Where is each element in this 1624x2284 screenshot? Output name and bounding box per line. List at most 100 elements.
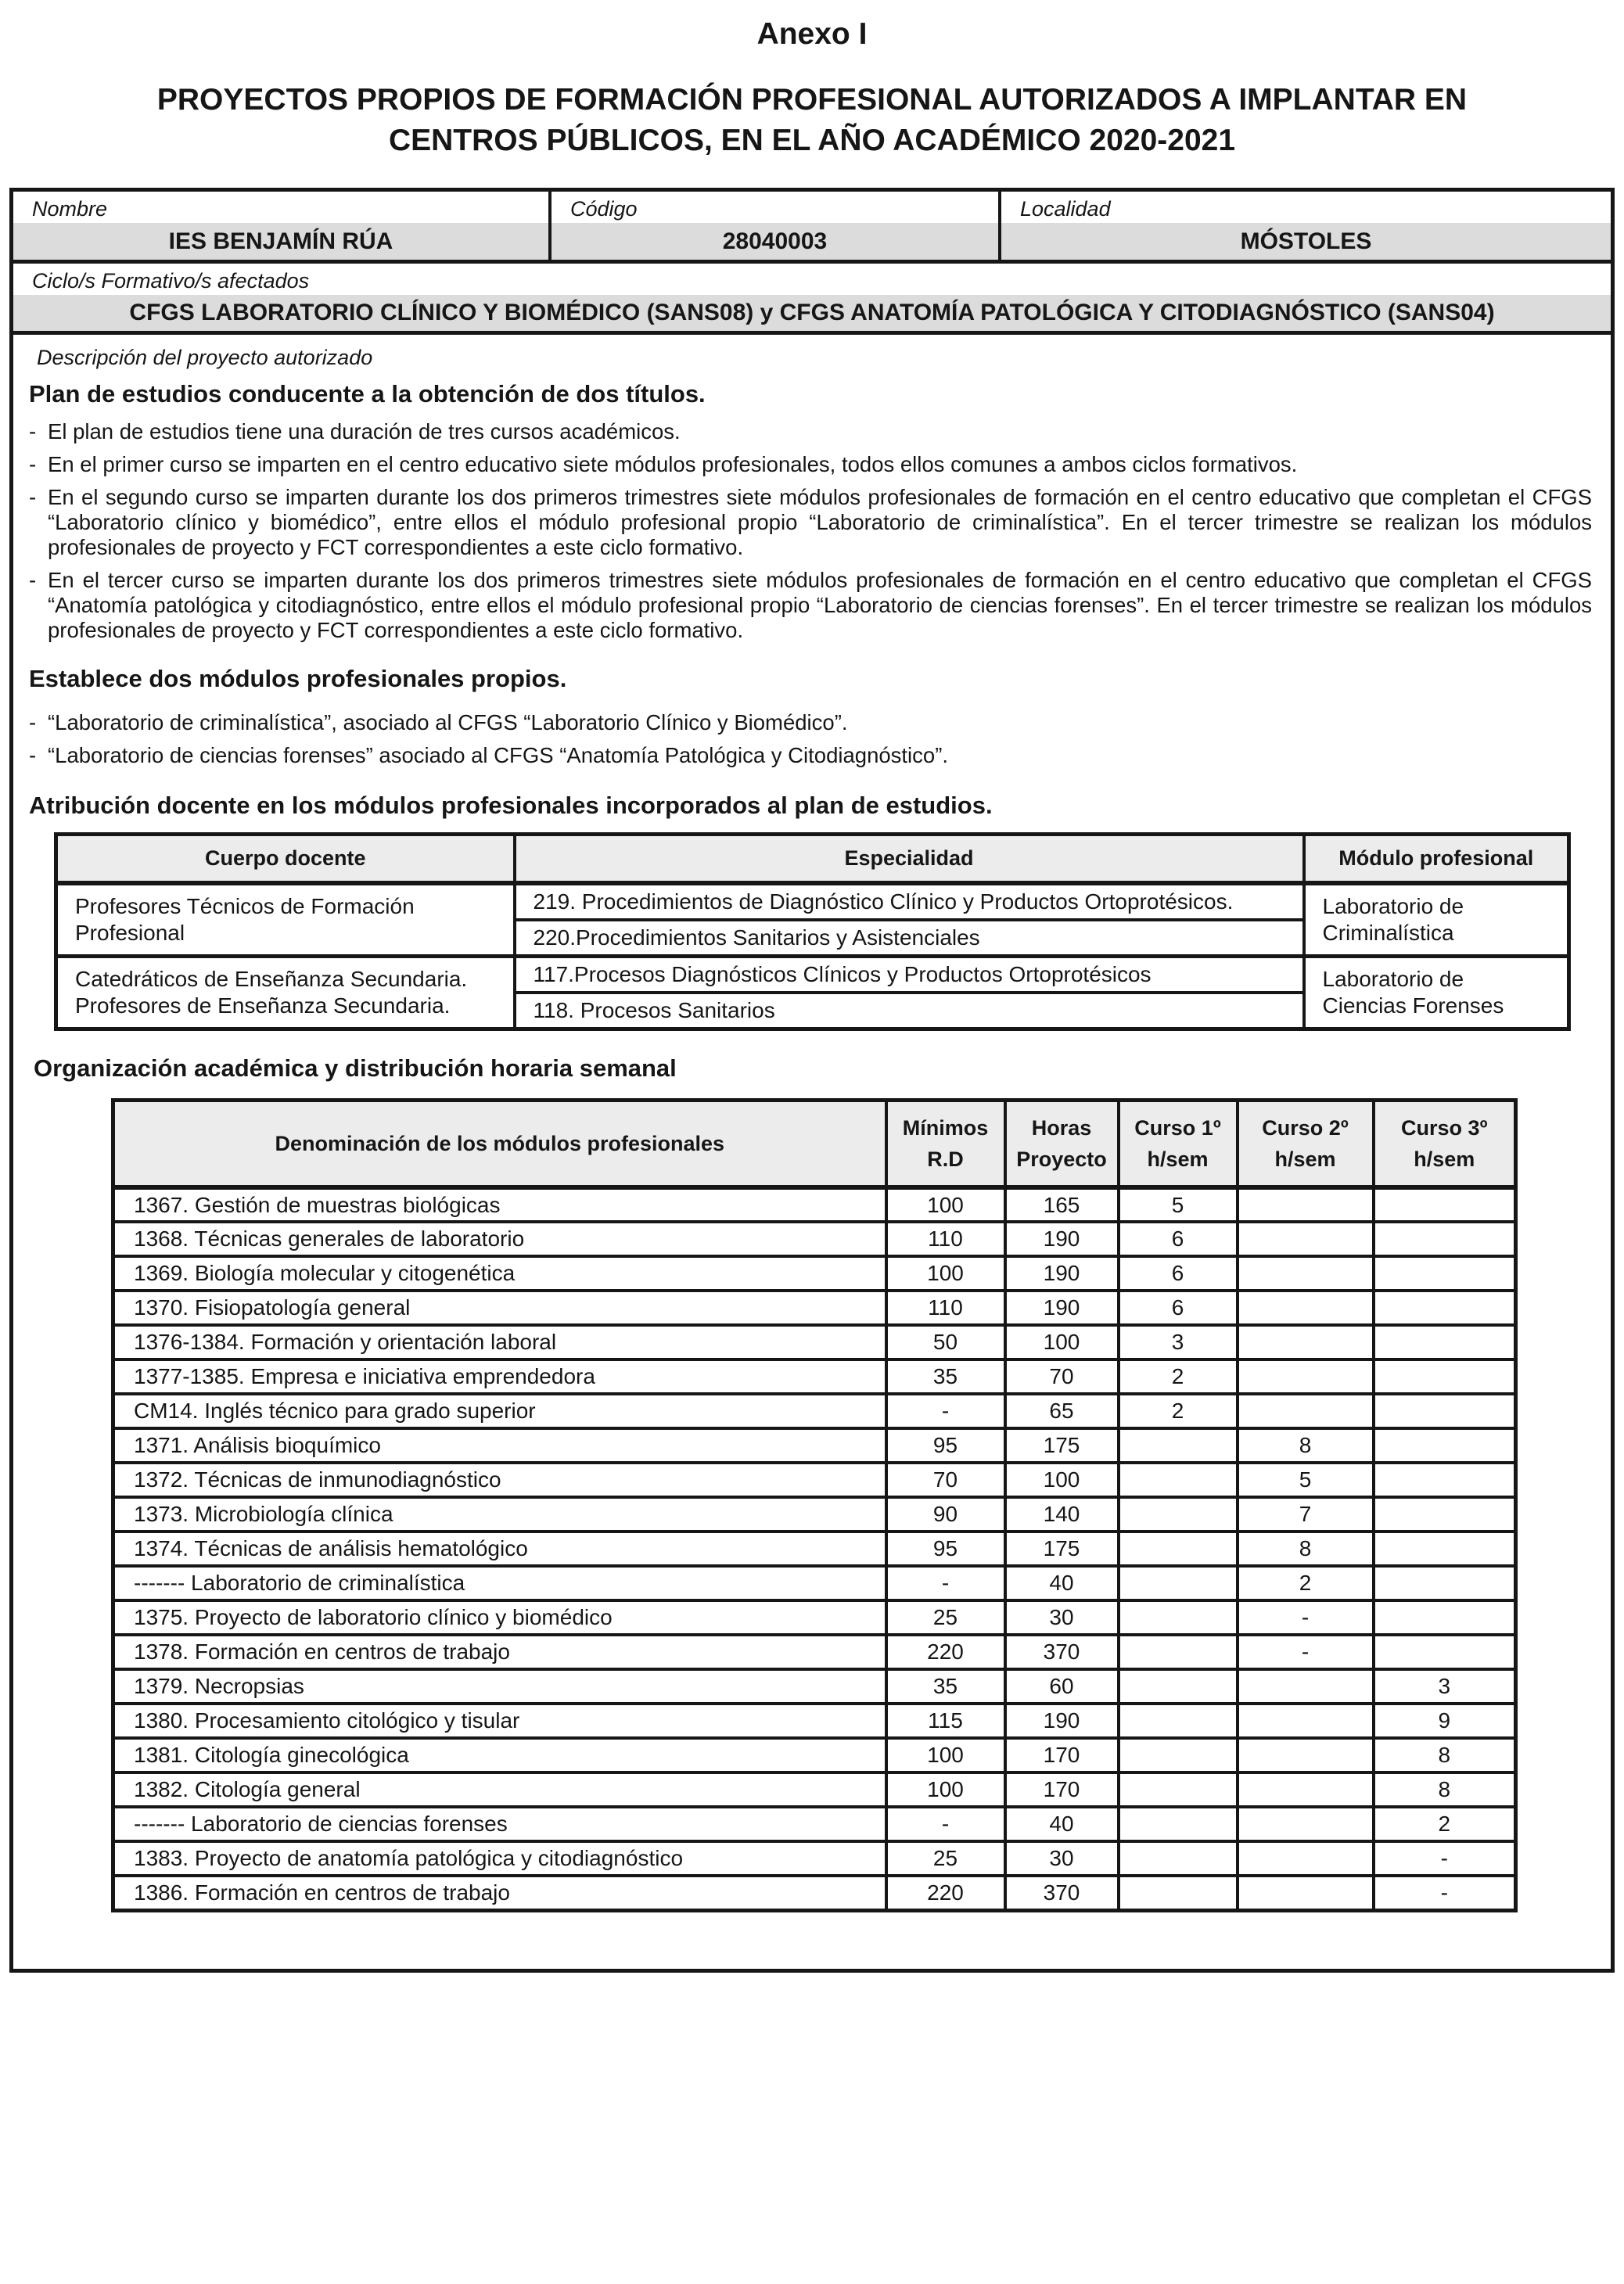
minimos-cell: 100 xyxy=(884,1736,1007,1774)
curso2-cell xyxy=(1235,1186,1375,1223)
curso1-cell: 2 xyxy=(1116,1392,1239,1430)
identification-table: Nombre IES BENJAMÍN RÚA Código 28040003 … xyxy=(13,192,1611,264)
curso2-cell xyxy=(1235,1392,1375,1430)
curso1-cell xyxy=(1116,1805,1239,1843)
minimos-cell: - xyxy=(884,1564,1007,1602)
module-name-cell: 1371. Análisis bioquímico xyxy=(111,1427,888,1464)
minimos-cell: 50 xyxy=(884,1323,1007,1361)
minimos-cell: 100 xyxy=(884,1186,1007,1223)
curso2-cell xyxy=(1235,1771,1375,1808)
curso1-cell xyxy=(1116,1840,1239,1877)
plan-heading: Plan de estudios conducente a la obtenci… xyxy=(29,380,706,408)
minimos-cell: 35 xyxy=(884,1668,1007,1705)
codigo-label: Código xyxy=(570,197,638,221)
horas-proyecto-cell: 100 xyxy=(1003,1461,1120,1499)
horas-proyecto-cell: 60 xyxy=(1003,1668,1120,1705)
nombre-cell: Nombre IES BENJAMÍN RÚA xyxy=(13,192,552,260)
module-name-cell: 1367. Gestión de muestras biológicas xyxy=(111,1186,888,1223)
curso2-cell xyxy=(1235,1668,1375,1705)
bullet-text: En el segundo curso se imparten durante … xyxy=(48,485,1592,559)
table-row: 1377-1385. Empresa e iniciativa emprende… xyxy=(111,1358,1518,1395)
modulo-profesional-header: Módulo profesional xyxy=(1302,832,1571,885)
horas-proyecto-cell: 40 xyxy=(1003,1805,1120,1843)
minimos-cell: 95 xyxy=(884,1530,1007,1568)
table-row: 1386. Formación en centros de trabajo 22… xyxy=(111,1874,1518,1912)
curso3-cell xyxy=(1371,1633,1518,1671)
horas-proyecto-cell: 30 xyxy=(1003,1599,1120,1636)
document-title-line2: CENTROS PÚBLICOS, EN EL AÑO ACADÉMICO 20… xyxy=(388,124,1236,157)
localidad-label: Localidad xyxy=(1020,197,1111,221)
ciclos-label: Ciclo/s Formativo/s afectados xyxy=(32,269,310,293)
table-row: 1368. Técnicas generales de laboratorio … xyxy=(111,1220,1518,1258)
minimos-cell: 90 xyxy=(884,1496,1007,1533)
codigo-cell: Código 28040003 xyxy=(552,192,1001,260)
curso2-cell xyxy=(1235,1736,1375,1774)
document-title-line1: PROYECTOS PROPIOS DE FORMACIÓN PROFESION… xyxy=(156,83,1468,117)
horas-proyecto-cell: 190 xyxy=(1003,1220,1120,1258)
table-row: 1373. Microbiología clínica 90 140 7 xyxy=(111,1496,1518,1533)
table-row: 1367. Gestión de muestras biológicas 100… xyxy=(111,1186,1518,1223)
curso1-cell xyxy=(1116,1461,1239,1499)
horas-proyecto-cell: 190 xyxy=(1003,1255,1120,1292)
module-name-cell: 1378. Formación en centros de trabajo xyxy=(111,1633,888,1671)
table-row: 1379. Necropsias 35 60 3 xyxy=(111,1668,1518,1705)
table-row: Profesores Técnicos de Formación Profesi… xyxy=(54,881,1571,957)
table-row: 1374. Técnicas de análisis hematológico … xyxy=(111,1530,1518,1568)
document-body-frame: Nombre IES BENJAMÍN RÚA Código 28040003 … xyxy=(9,188,1615,1973)
localidad-value: MÓSTOLES xyxy=(1001,223,1611,260)
modulos-heading: Establece dos módulos profesionales prop… xyxy=(29,665,567,692)
table-row: Catedráticos de Enseñanza Secundaria. Pr… xyxy=(54,953,1571,1030)
curso1-cell xyxy=(1116,1736,1239,1774)
curso2-cell xyxy=(1235,1702,1375,1740)
curso3-cell xyxy=(1371,1427,1518,1464)
module-name-cell: 1386. Formación en centros de trabajo xyxy=(111,1874,888,1912)
table-row: 1371. Análisis bioquímico 95 175 8 xyxy=(111,1427,1518,1464)
horas-proyecto-header: Horas Proyecto xyxy=(1003,1098,1120,1190)
schedule-table: Denominación de los módulos profesionale… xyxy=(111,1097,1518,1912)
table-row: 1382. Citología general 100 170 8 xyxy=(111,1771,1518,1808)
minimos-cell: 220 xyxy=(884,1874,1007,1912)
localidad-cell: Localidad MÓSTOLES xyxy=(1001,192,1611,260)
horas-proyecto-cell: 30 xyxy=(1003,1840,1120,1877)
module-name-cell: 1376-1384. Formación y orientación labor… xyxy=(111,1323,888,1361)
table-row: 1369. Biología molecular y citogenética … xyxy=(111,1255,1518,1292)
curso1-cell: 5 xyxy=(1116,1186,1239,1223)
curso1-cell xyxy=(1116,1633,1239,1671)
curso1-cell xyxy=(1116,1530,1239,1568)
curso3-cell: 9 xyxy=(1371,1702,1518,1740)
especialidad-cell: 118. Procesos Sanitarios xyxy=(512,990,1306,1030)
especialidad-cell: 220.Procedimientos Sanitarios y Asistenc… xyxy=(512,918,1306,957)
curso2-cell: 2 xyxy=(1235,1564,1375,1602)
nombre-value: IES BENJAMÍN RÚA xyxy=(13,223,548,260)
description-content: Plan de estudios conducente a la obtenci… xyxy=(13,380,1611,1912)
curso1-cell xyxy=(1116,1668,1239,1705)
module-name-cell: 1369. Biología molecular y citogenética xyxy=(111,1255,888,1292)
schedule-table-body: 1367. Gestión de muestras biológicas 100… xyxy=(111,1186,1518,1912)
horas-proyecto-cell: 175 xyxy=(1003,1427,1120,1464)
annex-title: Anexo I xyxy=(756,17,868,51)
minimos-cell: 95 xyxy=(884,1427,1007,1464)
module-name-cell: 1379. Necropsias xyxy=(111,1668,888,1705)
curso1-cell: 2 xyxy=(1116,1358,1239,1395)
curso3-cell xyxy=(1371,1392,1518,1430)
list-item: - En el tercer curso se imparten durante… xyxy=(29,568,1592,643)
table-row: CM14. Inglés técnico para grado superior… xyxy=(111,1392,1518,1430)
horas-proyecto-cell: 190 xyxy=(1003,1289,1120,1327)
curso3-cell: - xyxy=(1371,1874,1518,1912)
table-row: 1380. Procesamiento citológico y tisular… xyxy=(111,1702,1518,1740)
nombre-label: Nombre xyxy=(32,197,108,221)
curso2-cell xyxy=(1235,1358,1375,1395)
minimos-cell: 110 xyxy=(884,1289,1007,1327)
cuerpo-docente-header: Cuerpo docente xyxy=(54,832,516,885)
module-name-cell: 1377-1385. Empresa e iniciativa emprende… xyxy=(111,1358,888,1395)
bullet-dash: - xyxy=(29,743,37,767)
horas-proyecto-cell: 170 xyxy=(1003,1771,1120,1808)
attribution-header-row: Cuerpo docente Especialidad Módulo profe… xyxy=(54,832,1571,885)
schedule-header-row: Denominación de los módulos profesionale… xyxy=(111,1098,1518,1190)
horas-proyecto-cell: 190 xyxy=(1003,1702,1120,1740)
horas-proyecto-cell: 370 xyxy=(1003,1874,1120,1912)
bullet-text: “Laboratorio de criminalística”, asociad… xyxy=(48,710,848,734)
curso3-cell: 8 xyxy=(1371,1736,1518,1774)
curso1-cell xyxy=(1116,1496,1239,1533)
